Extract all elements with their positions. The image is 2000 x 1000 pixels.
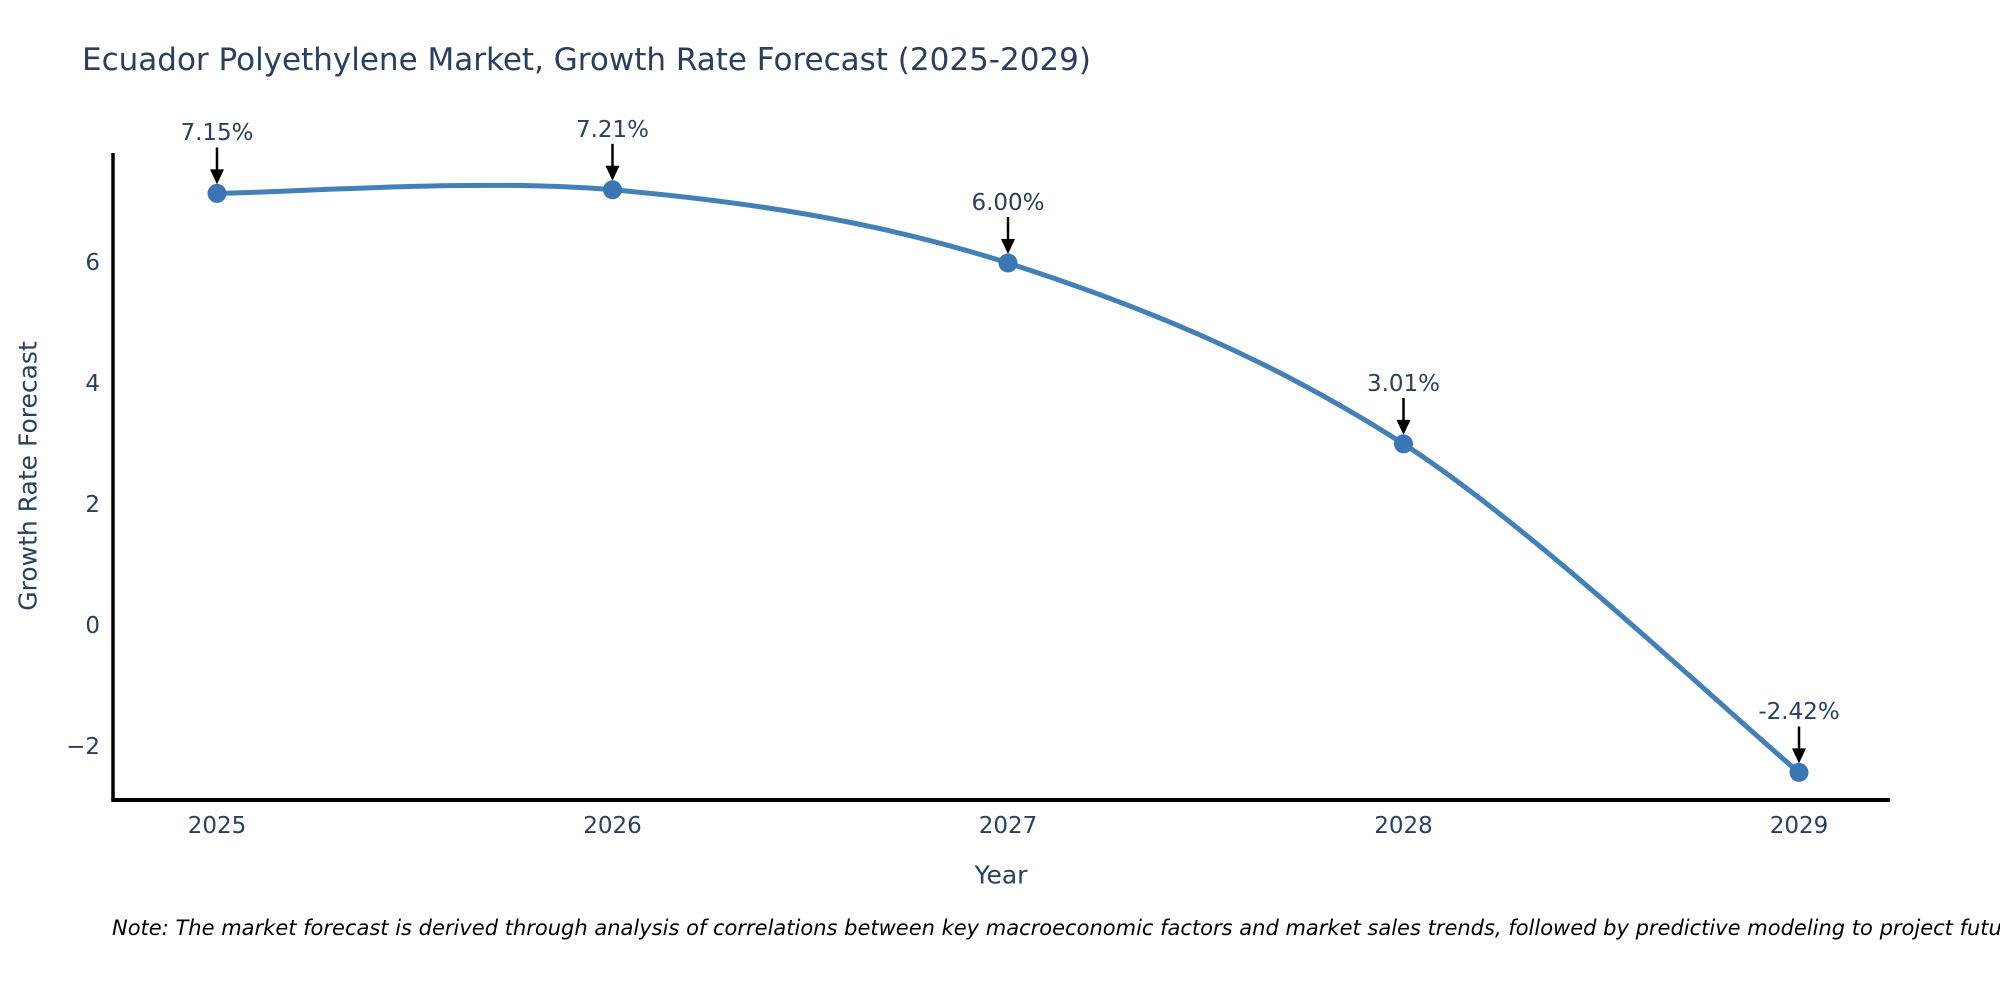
annotation-arrowhead-icon [1792, 748, 1806, 764]
y-tick-label: 4 [85, 371, 100, 397]
point-value-label: 6.00% [971, 190, 1045, 216]
x-axis-title: Year [974, 860, 1028, 890]
data-point-marker[interactable] [998, 253, 1018, 273]
annotation-arrowhead-icon [605, 165, 620, 181]
x-tick-label: 2025 [187, 813, 247, 839]
point-value-label: 7.21% [575, 116, 650, 143]
annotation-arrowhead-icon [1396, 419, 1411, 435]
y-tick-label: 2 [85, 492, 100, 518]
x-tick-label: 2027 [978, 813, 1038, 839]
annotation-arrowhead-icon [210, 169, 224, 185]
point-value-label: -2.42% [1758, 699, 1840, 726]
data-point-marker[interactable] [1394, 434, 1413, 454]
y-tick-label: −2 [66, 734, 100, 760]
data-point-marker[interactable] [207, 183, 227, 203]
chart-title: Ecuador Polyethylene Market, Growth Rate… [82, 42, 1091, 78]
y-axis-title: Growth Rate Forecast [13, 341, 43, 611]
point-value-label: 3.01% [1366, 370, 1441, 397]
data-point-marker[interactable] [1789, 762, 1809, 782]
footnote-text: Note: The market forecast is derived thr… [112, 916, 2000, 940]
x-tick-label: 2029 [1769, 813, 1829, 839]
forecast-line [214, 182, 1802, 775]
data-point-marker[interactable] [603, 180, 622, 200]
point-value-label: 7.15% [180, 120, 254, 147]
x-tick-label: 2028 [1374, 813, 1433, 839]
y-tick-label: 0 [85, 613, 100, 639]
x-tick-label: 2026 [583, 813, 642, 839]
y-tick-label: 6 [85, 250, 100, 276]
annotation-arrowhead-icon [1001, 239, 1015, 254]
